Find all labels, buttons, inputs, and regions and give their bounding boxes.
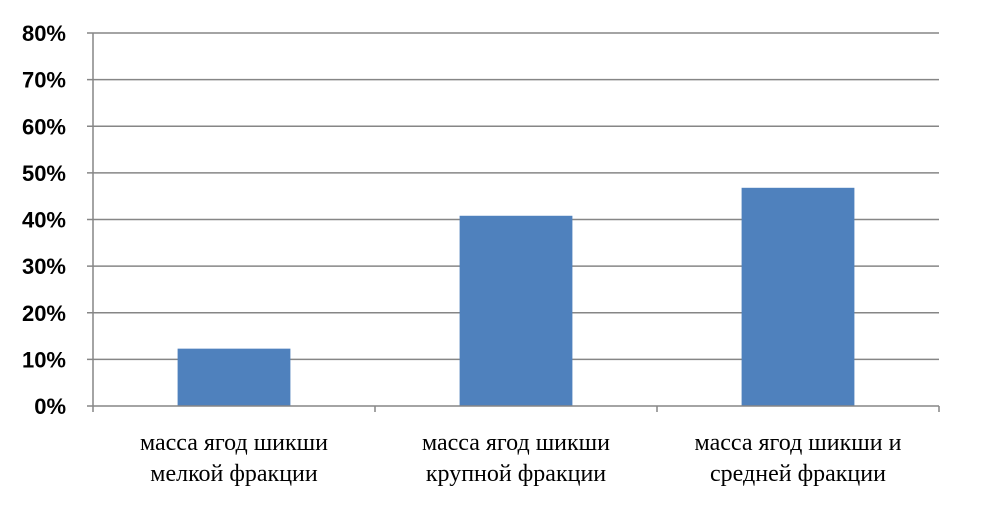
x-category-label: масса ягод шикши	[422, 430, 610, 456]
x-category-label: мелкой фракции	[150, 461, 318, 487]
y-tick-label: 50%	[22, 161, 66, 186]
x-category-label: крупной фракции	[426, 461, 606, 487]
y-tick-label: 60%	[22, 114, 66, 139]
y-tick-label: 40%	[22, 208, 66, 233]
axes	[87, 32, 940, 412]
x-category-labels: масса ягод шикши мелкой фракции масса ягод…	[140, 430, 902, 487]
y-tick-label: 0%	[34, 394, 66, 419]
y-tick-label: 70%	[22, 68, 66, 93]
bars	[177, 187, 855, 406]
bar	[459, 215, 573, 406]
y-tick-label: 30%	[22, 254, 66, 279]
x-category-label: масса ягод шикши	[140, 430, 328, 456]
x-category-label: средней фракции	[710, 461, 886, 487]
y-tick-label: 80%	[22, 21, 66, 46]
x-category-label: масса ягод шикши и	[695, 430, 902, 456]
bar	[741, 187, 855, 406]
y-tick-label: 20%	[22, 301, 66, 326]
y-tick-labels: 0% 10% 20% 30% 40% 50% 60% 70% 80%	[22, 21, 66, 419]
bar	[177, 348, 291, 406]
y-tick-label: 10%	[22, 347, 66, 372]
